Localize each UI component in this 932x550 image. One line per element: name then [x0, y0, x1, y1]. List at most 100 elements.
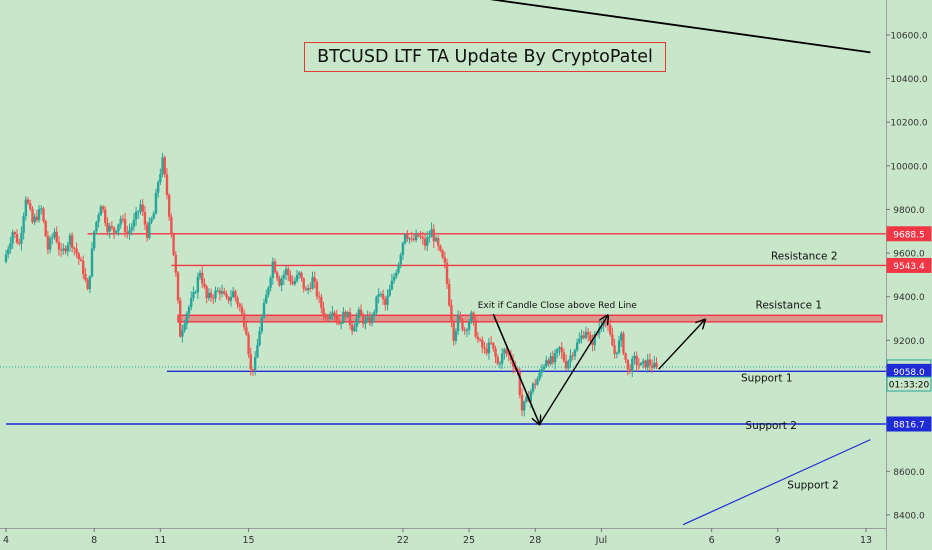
price-tag-label: 9058.0: [893, 368, 925, 378]
trendline-0: [489, 0, 871, 54]
candle-body: [273, 261, 277, 273]
candle-body: [278, 278, 281, 286]
candle-body: [452, 322, 455, 341]
candle-body: [375, 296, 378, 313]
candle-body: [220, 291, 224, 294]
candle-body: [390, 280, 394, 290]
candle-body: [119, 218, 122, 225]
candle-body: [474, 319, 477, 337]
candle-body: [48, 238, 52, 250]
price-axis[interactable]: 10600.0 10400.0 10200.0 10000.0 9800.0 9600.0…: [886, 0, 932, 550]
candle-body: [269, 277, 272, 288]
candle-body: [551, 356, 555, 363]
candle-body: [86, 279, 89, 290]
candle-body: [617, 340, 621, 353]
candle-body: [339, 322, 343, 324]
candle-body: [24, 199, 28, 217]
candle-body: [132, 219, 136, 228]
candle-body: [635, 355, 638, 365]
candle-body: [545, 360, 548, 367]
time-tick-label: 15: [243, 535, 255, 546]
time-axis[interactable]: 4 8 11 15 22 25 28 Jul 6 9 13: [0, 528, 886, 550]
candle-body: [503, 349, 506, 354]
candle-body: [66, 245, 69, 252]
candle-body: [271, 261, 275, 278]
price-tick-label: 10400.0: [890, 75, 927, 85]
candle-body: [128, 230, 131, 234]
price-tick-label: 8400.0: [893, 511, 925, 521]
candle-body: [156, 182, 160, 193]
candle-body: [320, 297, 323, 308]
candle-body: [313, 277, 316, 282]
candle-body: [417, 233, 420, 236]
candle-body: [7, 249, 10, 255]
annotation-label-5: Support 2: [787, 479, 839, 491]
candle-body: [176, 272, 180, 301]
candle-body: [161, 157, 164, 174]
candle-body: [569, 355, 572, 362]
candle-body: [203, 283, 206, 287]
time-axis-bg: [0, 528, 886, 550]
candle-body: [70, 235, 74, 248]
price-tag-box: [886, 257, 932, 273]
candle-body: [520, 394, 524, 411]
candle-body: [238, 304, 241, 307]
candle-body: [267, 287, 270, 295]
candle-body: [31, 208, 34, 223]
time-tick-label: 22: [397, 535, 409, 546]
annotation-label-3: Support 1: [741, 372, 793, 384]
price-tick-label: 10000.0: [890, 162, 927, 172]
resistance-zone: [177, 314, 883, 323]
candle-body: [624, 353, 627, 360]
candle-body: [306, 288, 310, 291]
candle-body: [51, 237, 54, 239]
candle-body: [187, 306, 191, 314]
candle-body: [377, 294, 380, 297]
candle-body: [121, 218, 125, 220]
candle-body: [454, 331, 458, 341]
candle-body: [423, 238, 427, 246]
candle-body: [229, 296, 233, 301]
countdown-label: 01:33:20: [889, 381, 930, 391]
candle-body: [648, 359, 652, 366]
candle-body: [631, 358, 634, 372]
candle-body: [589, 334, 592, 341]
candle-body: [487, 342, 491, 354]
candle-body: [573, 350, 577, 357]
candle-body: [410, 238, 413, 240]
candle-body: [174, 254, 177, 273]
price-tick-label: 10200.0: [890, 119, 927, 129]
candle-body: [364, 320, 367, 324]
candle-body: [344, 311, 347, 317]
candle-body: [399, 254, 402, 265]
candle-body: [196, 277, 200, 293]
candle-body: [366, 316, 369, 321]
candle-body: [359, 309, 363, 316]
candle-body: [507, 353, 510, 355]
candle-body: [646, 359, 649, 368]
candle-body: [439, 245, 442, 251]
candle-body: [496, 357, 499, 364]
candle-body: [181, 330, 184, 337]
candle-body: [523, 401, 526, 411]
candle-body: [432, 229, 435, 242]
candle-body: [46, 236, 50, 250]
candle-body: [642, 360, 645, 364]
candle-body: [302, 278, 305, 289]
candle-body: [615, 352, 619, 354]
candle-body: [600, 325, 603, 329]
candle-body: [498, 363, 502, 365]
time-tick-label: 13: [860, 535, 872, 546]
candle-body: [450, 305, 453, 323]
candle-body: [476, 336, 480, 340]
candle-body: [4, 254, 8, 262]
time-tick-label: 9: [775, 535, 781, 546]
candle-body: [611, 334, 614, 346]
candle-body: [258, 331, 261, 346]
candle-body: [137, 211, 140, 213]
candle-body: [633, 355, 636, 359]
candle-body: [231, 291, 235, 297]
candle-body: [117, 224, 120, 232]
candle-body: [190, 297, 193, 307]
